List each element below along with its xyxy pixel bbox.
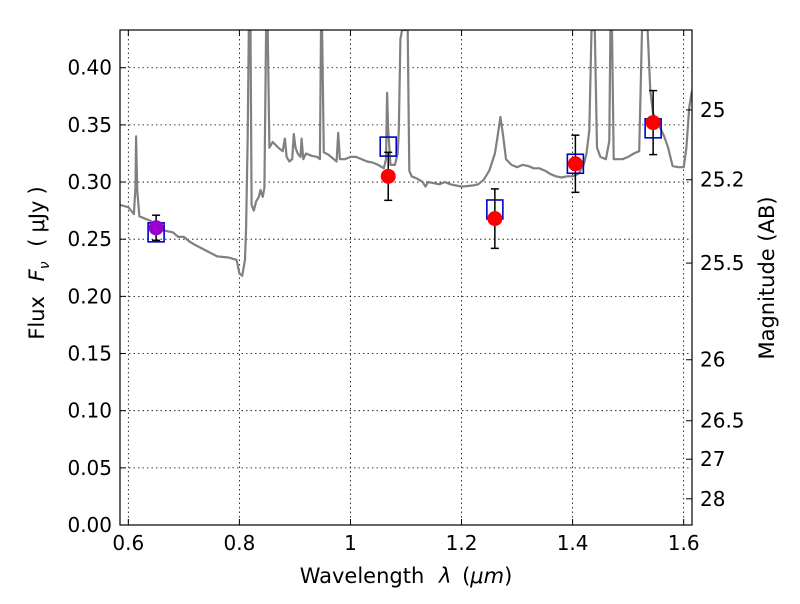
right-tick-label: 25.5 [700,251,745,275]
y-tick-label: 0.20 [67,284,112,308]
x-tick-label: 1.4 [557,531,589,555]
right-axis-label: Magnitude (AB) [755,196,779,359]
y-axis-label: Flux Fν (μJy) [25,186,54,339]
observed-point [148,220,164,236]
y-tick-label: 0.30 [67,170,112,194]
x-tick-label: 0.8 [223,531,255,555]
plot-background [120,30,692,525]
y-axis-label-text: Flux [25,296,49,340]
y-axis-label-subscript: ν [37,261,53,269]
y-axis-label-symbol: F [25,268,49,281]
y-tick-label: 0.25 [67,227,112,251]
right-tick-label: 26 [700,348,725,372]
y-tick-label: 0.35 [67,113,112,137]
spectrum-line [120,30,692,277]
right-tick-label: 27 [700,447,725,471]
x-axis-label: Wavelength λ (μm) [300,564,513,588]
plot-frame [119,29,693,526]
y-tick-label: 0.05 [67,456,112,480]
y-axis-label-unit: μJy [25,201,49,233]
ticks: 0.6 0.8 1 1.2 1.4 1.6 0.00 0.05 0.10 0.15 0.20 0.25… [67,30,745,555]
observed-point [567,156,583,172]
x-tick-label: 1 [344,531,357,555]
right-tick-label: 26.5 [700,409,745,433]
data-layer [120,30,692,277]
y-tick-label: 0.40 [67,56,112,80]
observed-point [645,115,661,131]
x-axis-label-text: Wavelength [300,564,425,588]
right-tick-label: 25.2 [700,168,745,192]
right-tick-label: 25 [700,98,725,122]
y-tick-label: 0.00 [67,513,112,537]
x-tick-label: 1.2 [446,531,478,555]
x-tick-label: 1.6 [668,531,700,555]
x-tick-label: 0.6 [112,531,144,555]
x-axis-label-symbol: λ [438,564,451,588]
y-tick-label: 0.15 [67,342,112,366]
observed-point [487,211,503,227]
x-axis-label-unit: μm [469,564,504,588]
observed-point [380,168,396,184]
y-tick-label: 0.10 [67,399,112,423]
right-tick-label: 28 [700,487,725,511]
